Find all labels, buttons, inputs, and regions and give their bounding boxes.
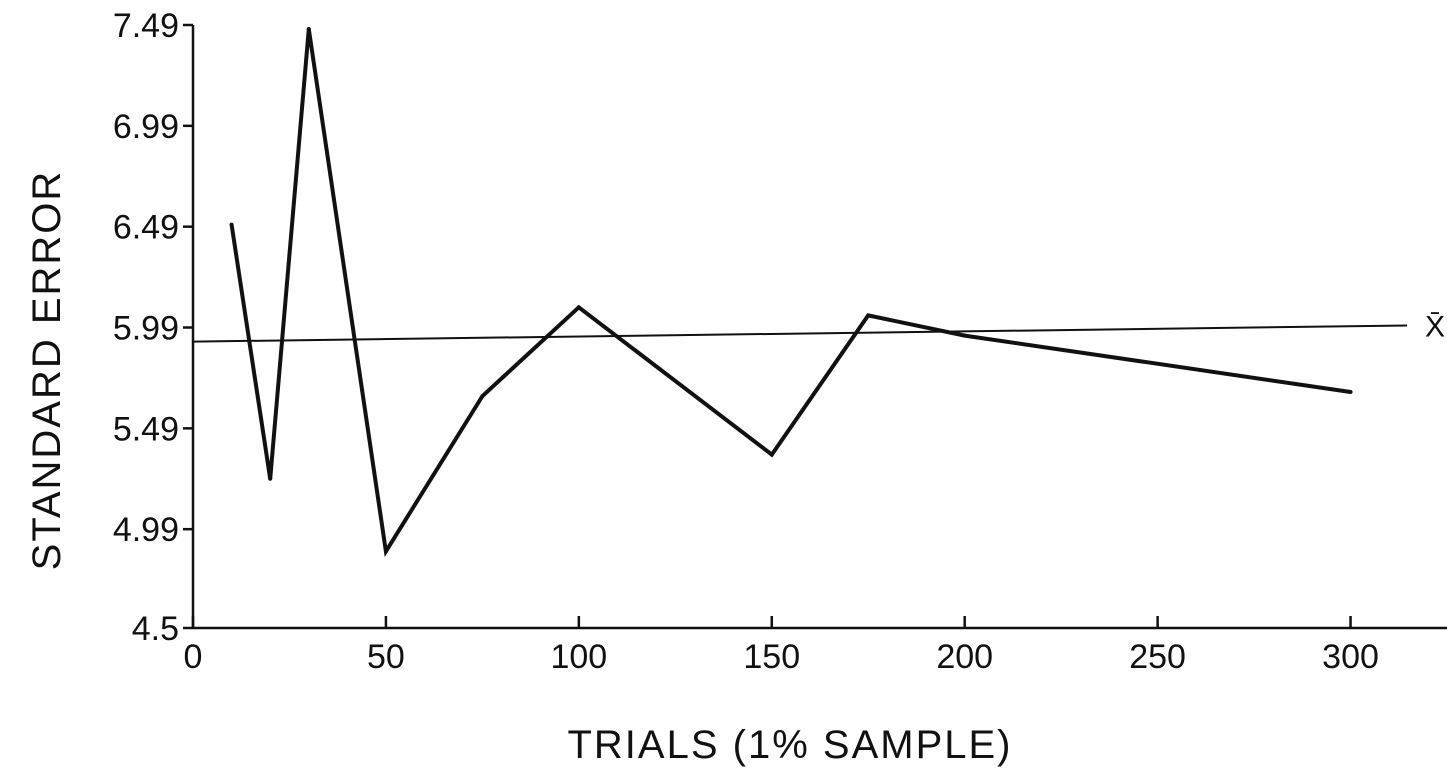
data-point [1348, 390, 1353, 395]
x-tick-label: 0 [184, 638, 203, 676]
y-axis-ticks: 4.5 4.99 5.49 5.99 6.49 6.99 7.49 [113, 7, 193, 648]
mean-line-label: X̄ [1425, 310, 1445, 343]
data-point [962, 333, 967, 338]
x-tick-label: 200 [936, 638, 993, 676]
data-point [576, 305, 581, 310]
data-point [306, 27, 311, 32]
data-point [866, 313, 871, 318]
data-point [769, 452, 774, 457]
series-points [229, 27, 1353, 554]
x-tick-label: 50 [367, 638, 405, 676]
y-tick-label: 5.99 [113, 310, 179, 348]
x-tick-label: 250 [1129, 638, 1186, 676]
x-axis-ticks: 0 50 100 150 200 250 300 [184, 616, 1379, 676]
series-line [229, 28, 1351, 558]
data-point [268, 476, 273, 481]
y-tick-label: 4.99 [113, 511, 179, 549]
x-axis-title: TRIALS (1% SAMPLE) [567, 723, 1012, 767]
y-tick-label: 5.49 [113, 410, 179, 448]
y-tick-label: 6.49 [113, 209, 179, 247]
data-point [480, 394, 485, 399]
x-tick-label: 300 [1322, 638, 1379, 676]
x-tick-label: 150 [743, 638, 800, 676]
data-point [229, 222, 234, 227]
y-axis-title: STANDARD ERROR [25, 170, 69, 571]
mean-reference-line [192, 324, 1408, 343]
x-tick-label: 100 [550, 638, 607, 676]
y-tick-label: 6.99 [113, 108, 179, 146]
y-tick-label: 7.49 [113, 7, 179, 45]
y-tick-label: 4.5 [132, 610, 179, 648]
data-point [383, 549, 388, 554]
